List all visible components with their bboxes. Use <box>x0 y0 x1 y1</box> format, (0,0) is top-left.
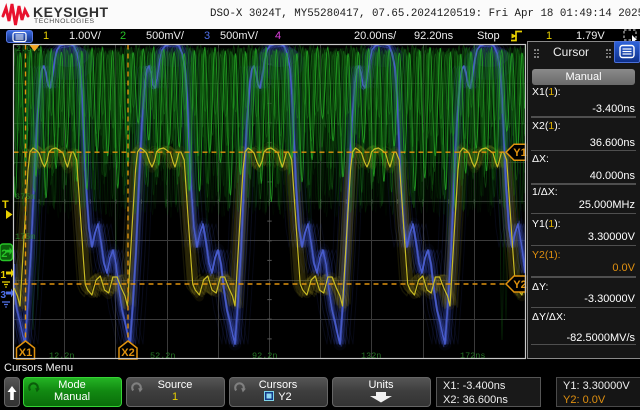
svg-text:675m: 675m <box>15 192 35 202</box>
svg-text:X2: X2 <box>121 347 134 359</box>
svg-text:12.2n: 12.2n <box>49 351 75 361</box>
svg-text:Y2: Y2 <box>513 279 526 291</box>
svg-text:1: 1 <box>1 270 7 281</box>
svg-text:3: 3 <box>1 290 7 301</box>
svg-text:172ns: 172ns <box>460 351 486 361</box>
svg-text:52.2n: 52.2n <box>150 351 176 361</box>
svg-text:2: 2 <box>1 248 7 260</box>
svg-text:T: T <box>2 199 9 211</box>
svg-text:2.68V: 2.68V <box>16 44 42 54</box>
svg-text:92.2n: 92.2n <box>252 351 278 361</box>
svg-text:Y1: Y1 <box>513 147 526 159</box>
svg-text:X1: X1 <box>19 347 32 359</box>
svg-text:132n: 132n <box>361 351 381 361</box>
